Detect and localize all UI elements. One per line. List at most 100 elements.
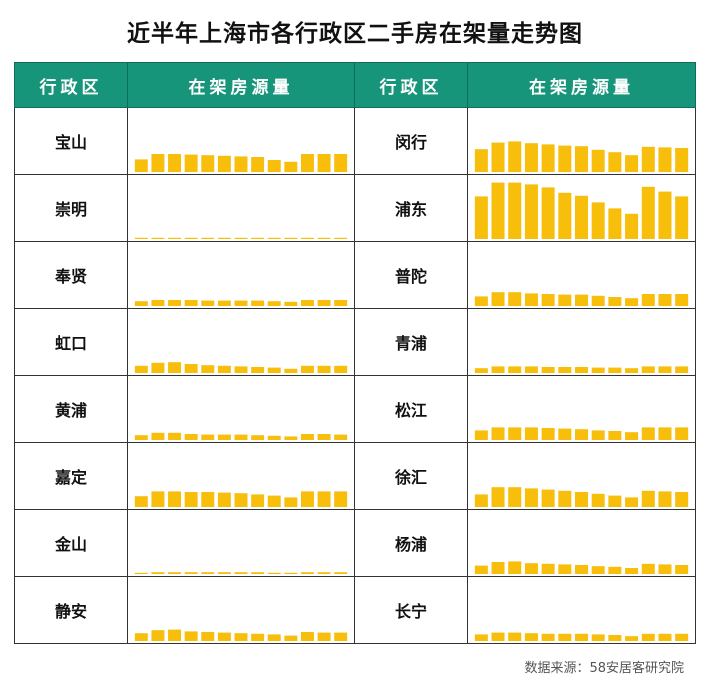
district-bar-chart — [134, 362, 348, 373]
bar — [151, 154, 165, 172]
bar — [558, 564, 572, 574]
bar-cell — [467, 241, 696, 309]
district-bar-chart — [134, 572, 348, 574]
bar-cell — [467, 375, 696, 443]
bar — [641, 427, 655, 440]
district-bar-chart — [474, 561, 689, 574]
district-name: 奉贤 — [14, 241, 128, 309]
bar — [658, 191, 672, 239]
district-name: 普陀 — [354, 241, 468, 309]
bar — [168, 629, 182, 641]
bar — [168, 572, 182, 574]
bar — [184, 300, 198, 306]
bar — [591, 634, 605, 641]
bar — [151, 491, 165, 507]
district-bar-chart — [474, 366, 689, 373]
bar — [558, 192, 572, 239]
bar — [658, 294, 672, 306]
district-name: 浦东 — [354, 174, 468, 242]
bar — [217, 492, 231, 507]
bar — [474, 565, 488, 574]
bar — [474, 634, 488, 641]
table-row: 黄浦 松江 — [14, 375, 696, 443]
bar — [558, 145, 572, 172]
bar — [675, 294, 689, 306]
bar — [641, 186, 655, 239]
bar — [524, 488, 538, 507]
bar — [251, 157, 265, 172]
bar — [574, 565, 589, 574]
bar — [474, 494, 488, 507]
bar — [641, 563, 655, 574]
bar — [201, 155, 215, 172]
bar — [641, 633, 655, 641]
bar — [625, 568, 639, 574]
bar — [625, 368, 639, 373]
bar-cell — [467, 509, 696, 577]
bar — [334, 237, 348, 239]
district-bar-chart — [474, 487, 689, 507]
bar — [625, 497, 639, 507]
bar — [675, 492, 689, 507]
bar — [574, 429, 589, 440]
bar — [184, 364, 198, 373]
bar — [284, 436, 298, 440]
bar — [251, 300, 265, 306]
district-name: 长宁 — [354, 576, 468, 644]
table-row: 奉贤 普陀 — [14, 241, 696, 309]
bar — [524, 427, 538, 440]
bar — [251, 237, 265, 239]
bar — [134, 435, 148, 440]
bar-cell — [127, 375, 355, 443]
bar — [574, 146, 589, 172]
district-bar-chart — [474, 141, 689, 172]
bar — [524, 563, 538, 574]
bar — [284, 368, 298, 373]
district-name: 闵行 — [354, 107, 468, 175]
bar — [251, 633, 265, 641]
bar-cell — [467, 174, 696, 242]
district-name: 宝山 — [14, 107, 128, 175]
bar-cell — [467, 308, 696, 376]
bar — [184, 154, 198, 172]
district-bar-chart — [474, 632, 689, 641]
district-name: 松江 — [354, 375, 468, 443]
bar — [267, 301, 281, 306]
bar — [284, 635, 298, 641]
district-name: 杨浦 — [354, 509, 468, 577]
bar — [217, 300, 231, 306]
bar — [524, 633, 538, 641]
bar — [491, 427, 505, 440]
district-name: 徐汇 — [354, 442, 468, 510]
bar — [134, 365, 148, 373]
table-header-row: 行政区 在架房源量 行政区 在架房源量 — [14, 62, 696, 108]
bar — [300, 300, 314, 306]
bar — [251, 435, 265, 440]
bar — [508, 141, 522, 172]
table-row: 宝山 闵行 — [14, 107, 696, 175]
bar — [541, 294, 555, 306]
bar — [491, 366, 505, 373]
data-source-note: 数据来源：58安居客研究院 — [524, 661, 684, 676]
bar — [558, 633, 572, 641]
district-bar-chart — [134, 491, 348, 507]
bar — [491, 562, 505, 574]
chart-title: 近半年上海市各行政区二手房在架量走势图 — [127, 21, 583, 47]
bar — [625, 432, 639, 440]
district-table: 行政区 在架房源量 行政区 在架房源量 宝山 闵行 崇明 浦东 奉贤 普陀 虹口 — [14, 62, 696, 644]
bar — [267, 634, 281, 641]
bar — [201, 300, 215, 306]
bar — [541, 428, 555, 440]
bar-cell — [467, 107, 696, 175]
bar — [334, 632, 348, 641]
bar — [508, 632, 522, 641]
bar — [184, 572, 198, 574]
district-bar-chart — [474, 292, 689, 306]
bar — [608, 495, 622, 507]
bar — [591, 430, 605, 440]
bar — [168, 362, 182, 373]
bar — [201, 572, 215, 574]
bar — [658, 366, 672, 373]
bar — [334, 572, 348, 574]
bar — [234, 156, 248, 172]
